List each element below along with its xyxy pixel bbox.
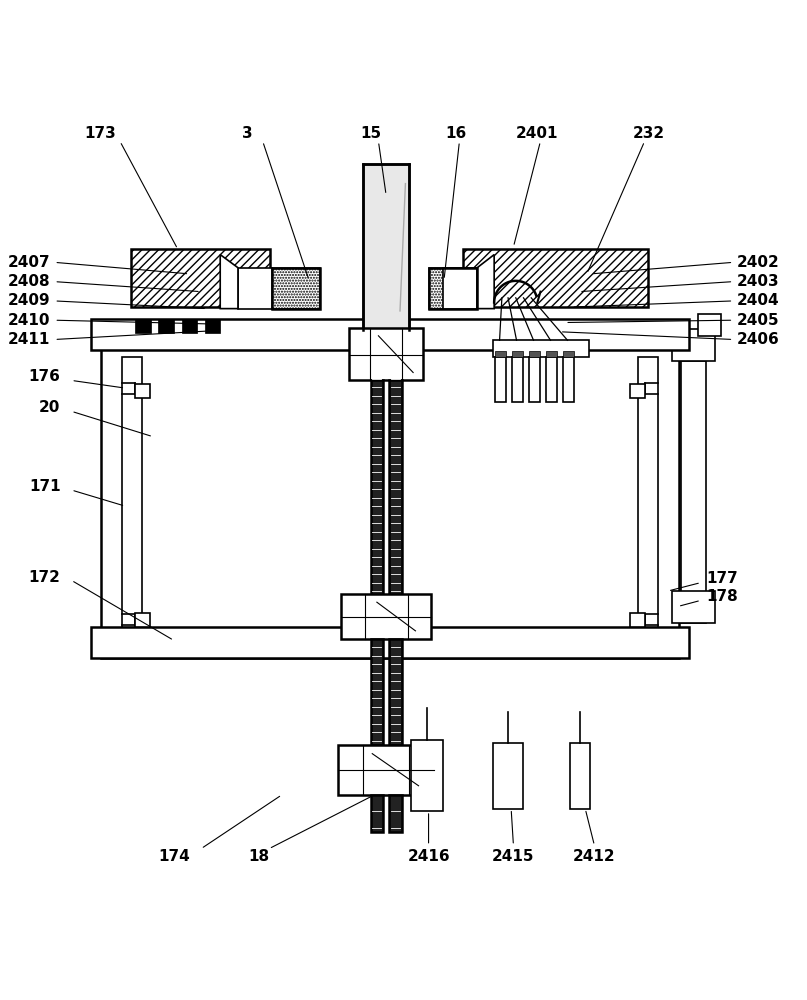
Bar xyxy=(529,357,540,402)
Text: 173: 173 xyxy=(85,126,116,141)
Polygon shape xyxy=(220,255,238,309)
Bar xyxy=(272,268,320,309)
Text: 2403: 2403 xyxy=(738,274,780,289)
Bar xyxy=(638,357,658,627)
Text: 2407: 2407 xyxy=(8,255,51,270)
Text: 171: 171 xyxy=(29,479,61,494)
Bar xyxy=(349,328,423,380)
Text: 2401: 2401 xyxy=(516,126,558,141)
Bar xyxy=(495,351,506,357)
Bar xyxy=(158,319,174,333)
Bar xyxy=(272,268,320,309)
Polygon shape xyxy=(238,268,272,309)
Text: 2412: 2412 xyxy=(573,849,616,864)
Bar xyxy=(363,164,409,330)
Text: 172: 172 xyxy=(28,570,61,585)
Bar xyxy=(529,351,540,357)
Bar xyxy=(370,639,383,745)
Bar xyxy=(122,357,142,627)
Text: 15: 15 xyxy=(360,126,381,141)
Text: 2402: 2402 xyxy=(738,255,780,270)
Bar xyxy=(182,319,197,333)
Bar xyxy=(630,613,646,627)
Bar xyxy=(101,326,679,658)
Text: 18: 18 xyxy=(249,849,270,864)
Bar xyxy=(135,613,150,627)
Bar xyxy=(411,740,443,811)
Text: 2410: 2410 xyxy=(8,313,51,328)
Bar xyxy=(570,743,590,809)
Text: 2405: 2405 xyxy=(738,313,780,328)
Text: 3: 3 xyxy=(242,126,253,141)
Bar xyxy=(91,319,688,350)
Text: 2408: 2408 xyxy=(8,274,51,289)
Bar xyxy=(205,319,220,333)
Text: 2411: 2411 xyxy=(8,332,51,347)
Bar xyxy=(136,319,151,333)
Text: 177: 177 xyxy=(706,571,738,586)
Bar xyxy=(681,361,705,623)
Text: 178: 178 xyxy=(706,589,738,604)
Bar xyxy=(562,357,574,402)
Bar xyxy=(389,639,402,745)
Text: 2416: 2416 xyxy=(408,849,449,864)
Bar xyxy=(135,384,150,398)
Bar xyxy=(429,268,477,309)
Bar xyxy=(495,357,506,402)
Text: 2404: 2404 xyxy=(738,293,780,308)
Bar xyxy=(492,743,524,809)
Text: 176: 176 xyxy=(28,369,61,384)
Bar xyxy=(370,795,383,832)
Bar xyxy=(698,314,721,336)
Bar xyxy=(341,594,431,639)
Bar xyxy=(132,249,270,307)
Bar xyxy=(492,340,589,357)
Polygon shape xyxy=(443,268,477,309)
Bar xyxy=(512,351,523,357)
Text: 174: 174 xyxy=(158,849,190,864)
Bar xyxy=(389,795,402,832)
Bar xyxy=(546,351,557,357)
Bar xyxy=(671,329,715,361)
Bar xyxy=(370,380,383,596)
Bar xyxy=(338,745,434,795)
Bar xyxy=(463,249,649,307)
Text: 16: 16 xyxy=(445,126,466,141)
Bar xyxy=(562,351,574,357)
Bar xyxy=(512,357,523,402)
Text: 20: 20 xyxy=(39,400,61,415)
Bar xyxy=(91,627,688,658)
Bar xyxy=(429,268,477,309)
Polygon shape xyxy=(477,255,494,309)
Bar xyxy=(671,591,715,623)
Bar xyxy=(630,384,646,398)
Text: 2406: 2406 xyxy=(738,332,780,347)
Bar xyxy=(389,380,402,596)
Text: 2415: 2415 xyxy=(492,849,535,864)
Text: 232: 232 xyxy=(633,126,664,141)
Text: 2409: 2409 xyxy=(8,293,51,308)
Bar xyxy=(546,357,557,402)
